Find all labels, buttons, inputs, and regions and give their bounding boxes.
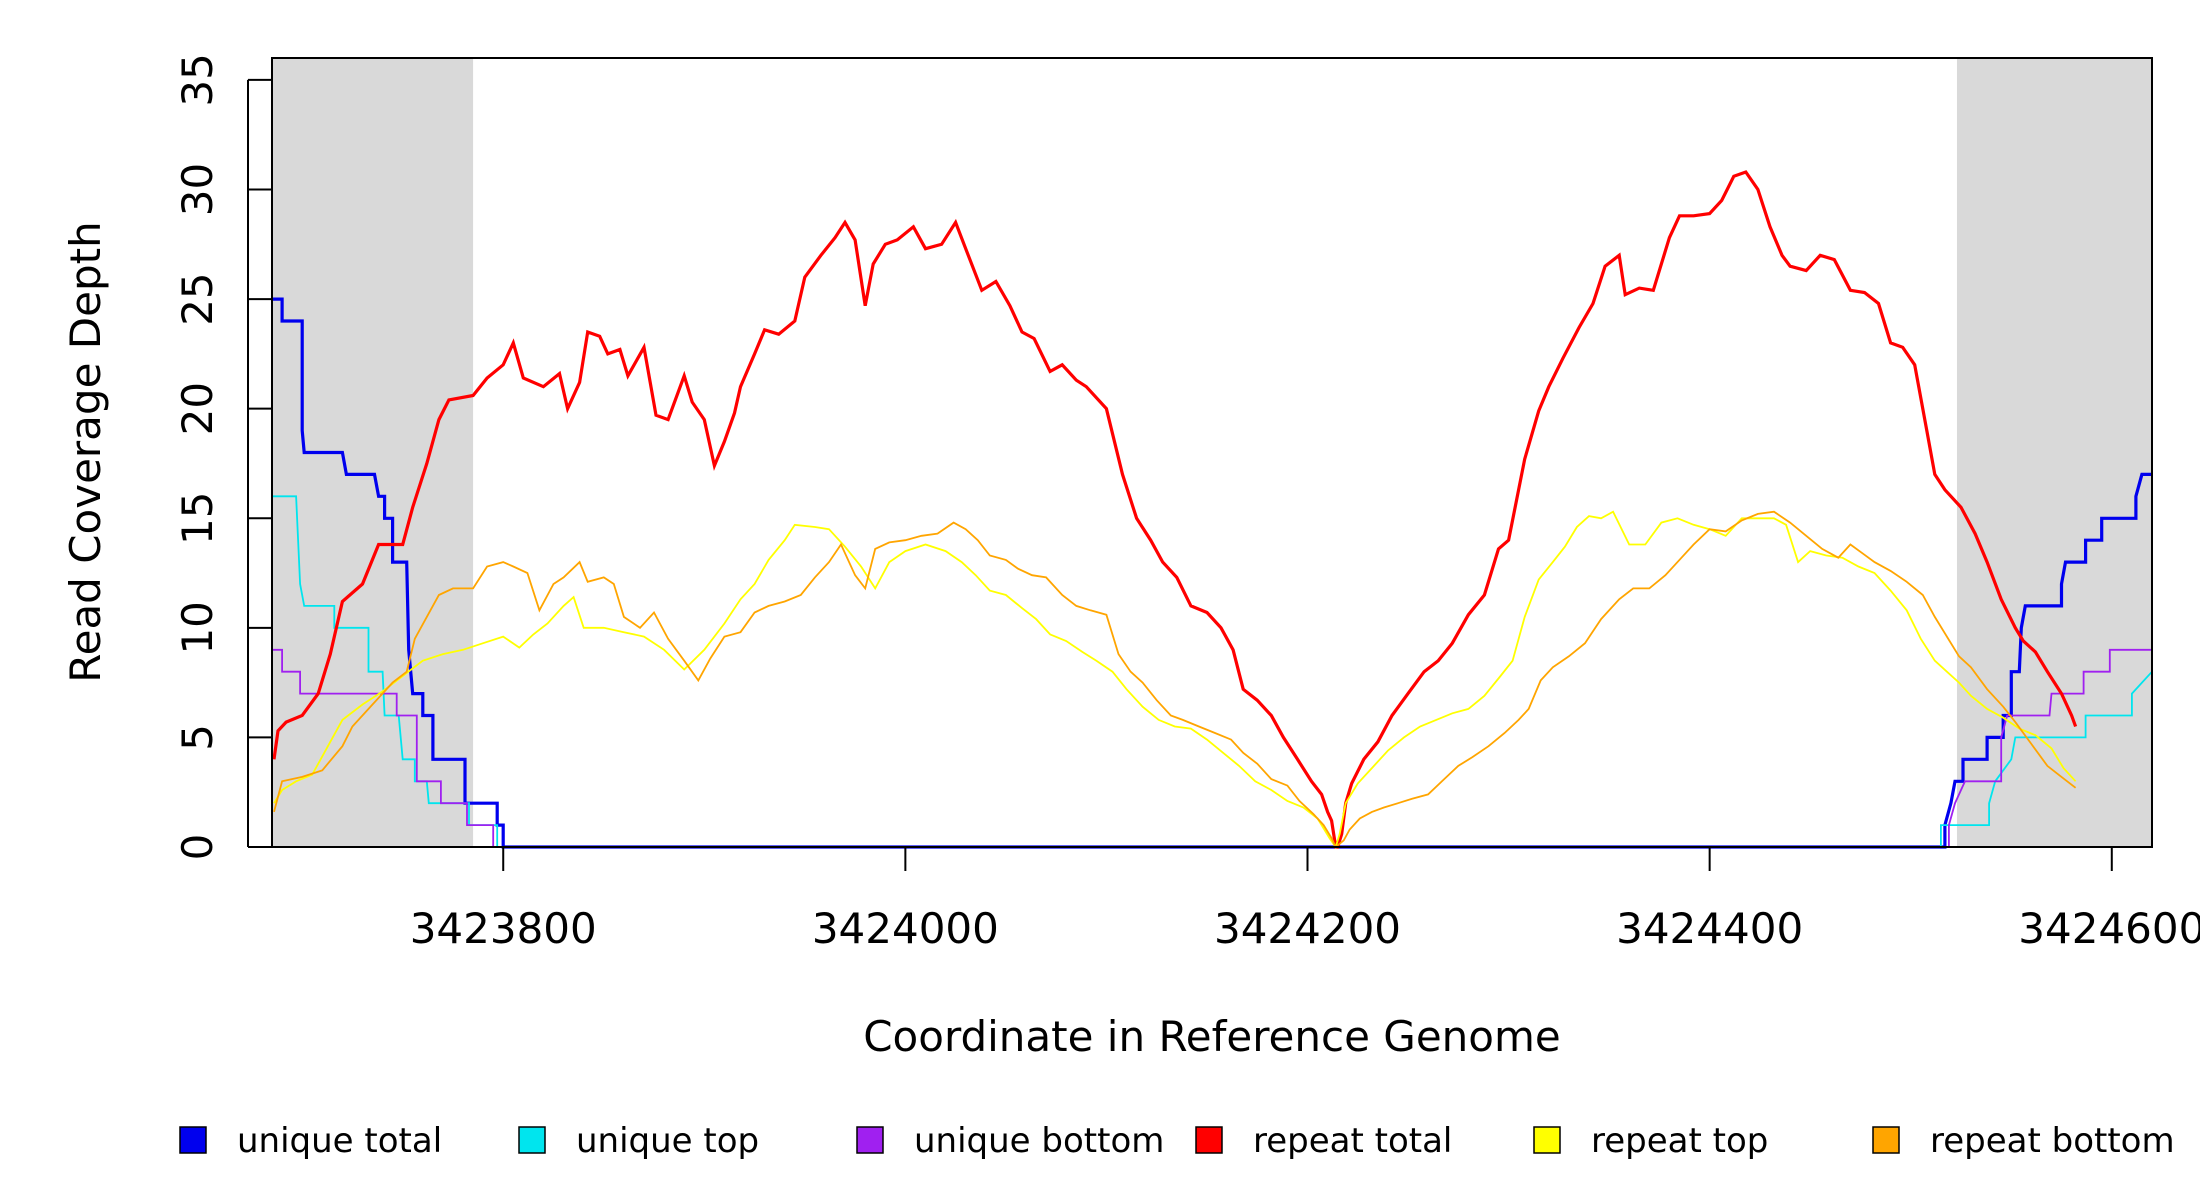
legend-label: unique top: [576, 1121, 759, 1161]
series-line-unique-total: [272, 297, 2152, 849]
legend: unique total unique top unique bottom repea…: [179, 1121, 2175, 1161]
y-axis: 0 5 10 15 20 25 30 35: [173, 53, 272, 860]
x-tick-label: 3424400: [1616, 904, 1803, 953]
legend-swatch: [1872, 1126, 1900, 1154]
legend-swatch: [856, 1126, 884, 1154]
legend-item-unique-bottom: unique bottom: [856, 1121, 1164, 1161]
legend-swatch: [179, 1126, 207, 1154]
series-line-repeat-bottom: [273, 510, 2077, 849]
y-tick-label: 25: [173, 272, 222, 325]
x-tick-label: 3423800: [410, 904, 597, 953]
y-tick-label: 10: [173, 601, 222, 654]
series-line-unique-bottom: [272, 648, 2152, 848]
series-line-repeat-total: [272, 170, 2078, 849]
legend-label: unique total: [237, 1121, 442, 1161]
legend-item-unique-top: unique top: [518, 1121, 759, 1161]
y-axis-title: Read Coverage Depth: [61, 221, 110, 682]
legend-swatch: [518, 1126, 546, 1154]
legend-label: unique bottom: [914, 1121, 1164, 1161]
y-tick-label: 5: [173, 724, 222, 751]
y-tick-label: 15: [173, 492, 222, 545]
legend-label: repeat bottom: [1930, 1121, 2175, 1161]
legend-item-repeat-bottom: repeat bottom: [1872, 1121, 2175, 1161]
shaded-regions: [272, 58, 2152, 847]
legend-item-repeat-total: repeat total: [1195, 1121, 1452, 1161]
x-tick-label: 3424200: [1214, 904, 1401, 953]
legend-item-repeat-top: repeat top: [1533, 1121, 1768, 1161]
x-tick-label: 3424000: [812, 904, 999, 953]
series-line-repeat-top: [273, 510, 2077, 850]
series-line-unique-top: [272, 495, 2153, 848]
legend-label: repeat top: [1591, 1121, 1768, 1161]
plot-frame: [271, 57, 2153, 848]
series-layer: [272, 170, 2153, 850]
y-tick-label: 35: [173, 53, 222, 106]
legend-swatch: [1195, 1126, 1223, 1154]
x-tick-label: 3424600: [2018, 904, 2200, 953]
legend-swatch: [1533, 1126, 1561, 1154]
y-tick-label: 30: [173, 163, 222, 216]
legend-item-unique-total: unique total: [179, 1121, 442, 1161]
y-tick-label: 20: [173, 382, 222, 435]
y-tick-label: 0: [173, 834, 222, 861]
shaded-region-2: [1956, 58, 2152, 847]
shaded-region-1: [272, 58, 474, 847]
legend-label: repeat total: [1253, 1121, 1452, 1161]
x-axis-title: Coordinate in Reference Genome: [863, 1012, 1561, 1061]
x-axis: 3423800 3424000 3424200 3424400 3424600: [410, 846, 2200, 953]
